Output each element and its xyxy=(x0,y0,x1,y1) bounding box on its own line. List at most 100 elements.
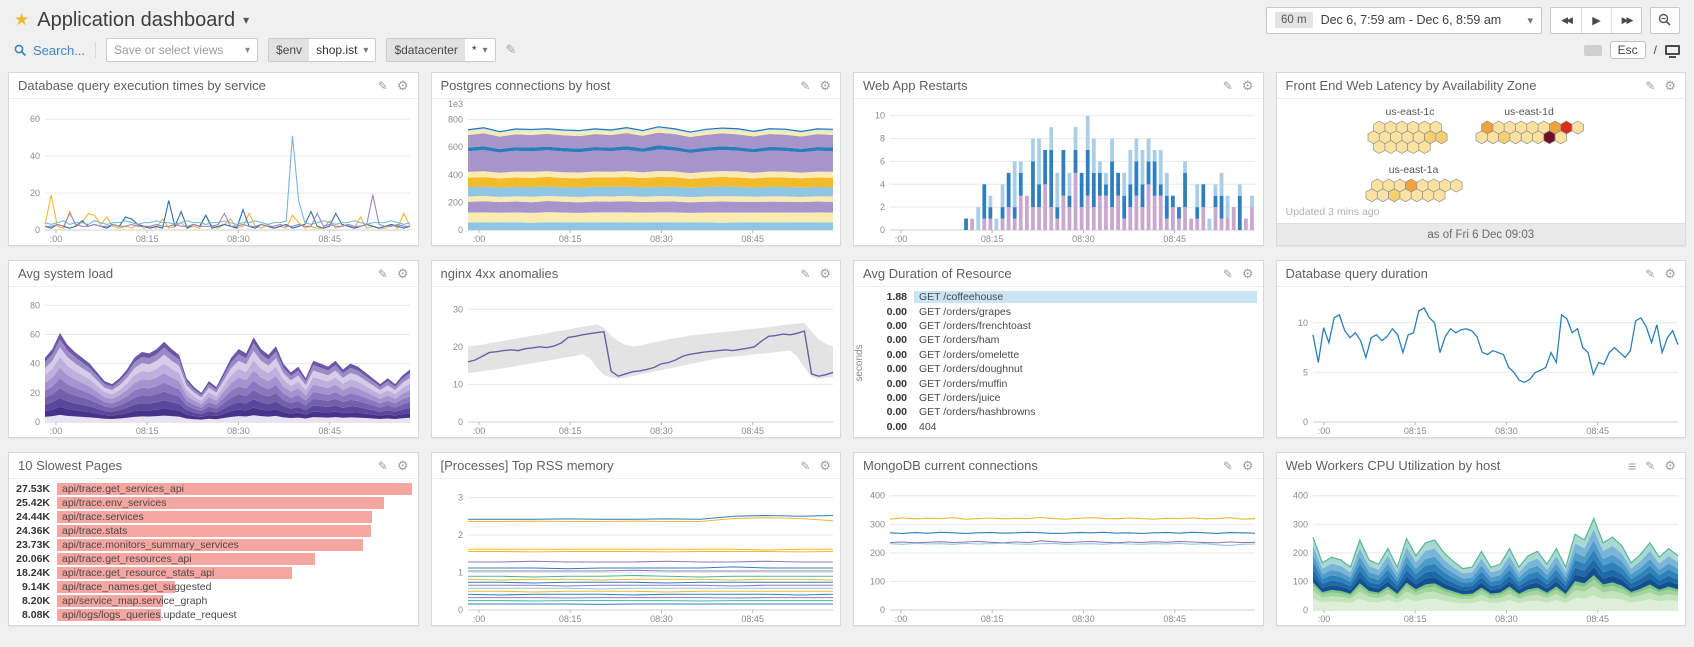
forward-button[interactable]: ▶▶ xyxy=(1611,7,1641,33)
chart-avg-system-load[interactable]: 0 20 40 60 80:00 08:15 08:30 08:45 xyxy=(9,288,418,437)
chevron-down-icon[interactable]: ▾ xyxy=(243,13,250,27)
zoom-out-button[interactable] xyxy=(1650,6,1680,34)
gear-icon[interactable]: ⚙ xyxy=(819,458,831,473)
edit-icon[interactable]: ✎ xyxy=(377,266,388,281)
gear-icon[interactable]: ⚙ xyxy=(1664,266,1676,281)
host-hexagon[interactable] xyxy=(1542,130,1555,145)
gear-icon[interactable]: ⚙ xyxy=(1241,458,1254,473)
chart-db-query-duration[interactable]: 0 5 10:00 08:15 08:30 08:45 xyxy=(1277,288,1686,437)
host-hexagon[interactable] xyxy=(1421,188,1434,203)
toplist-row[interactable]: 0.00 GET /orders/omelette xyxy=(868,348,1257,362)
gear-icon[interactable]: ⚙ xyxy=(1241,78,1254,93)
host-hexagon[interactable] xyxy=(1399,188,1412,203)
time-range-selector[interactable]: 60 m Dec 6, 7:59 am - Dec 6, 8:59 am ▾ xyxy=(1266,6,1542,34)
toplist-row[interactable]: 0.00 GET /orders/doughnut xyxy=(868,362,1257,376)
gear-icon[interactable]: ⚙ xyxy=(396,266,409,281)
rewind-button[interactable]: ◀◀ xyxy=(1561,14,1573,25)
toplist-row[interactable]: 24.36K api/trace.stats xyxy=(11,524,412,538)
toplist-row[interactable]: 0.00 GET /orders/hashbrowns xyxy=(868,405,1257,419)
hex-cluster-us-east-1d[interactable]: us-east-1d xyxy=(1473,106,1586,150)
chart-web-workers-cpu[interactable]: 0 100 200 300 400:00 08:15 08:30 08:45 xyxy=(1277,480,1686,625)
gear-icon[interactable]: ⚙ xyxy=(1664,78,1676,93)
host-hexagon[interactable] xyxy=(1384,140,1397,154)
template-var-datacenter[interactable]: $datacenter * ▾ xyxy=(386,38,496,62)
edit-icon[interactable]: ✎ xyxy=(377,78,388,93)
host-hexagon[interactable] xyxy=(1475,130,1488,145)
host-hexagon[interactable] xyxy=(1434,130,1447,145)
host-hexagon[interactable] xyxy=(1531,130,1544,145)
host-hexagon[interactable] xyxy=(1365,188,1378,203)
svg-text:30: 30 xyxy=(452,304,462,314)
toplist-row[interactable]: 1.88 GET /coffeehouse xyxy=(868,290,1257,304)
gear-icon[interactable]: ⚙ xyxy=(396,78,409,93)
toplist-row[interactable]: 9.14K api/trace_names.get_suggested xyxy=(11,580,412,594)
toplist-row[interactable]: 0.00 GET /orders/grapes xyxy=(868,304,1257,318)
toplist-label: GET /orders/juice xyxy=(919,392,1001,405)
toplist-row[interactable]: 27.53K api/trace.get_services_api xyxy=(11,482,412,496)
host-hexagon[interactable] xyxy=(1387,188,1400,203)
host-hexagon[interactable] xyxy=(1406,140,1419,154)
toplist-avg-duration-resource[interactable]: seconds 1.88 GET /coffeehouse 0.00 GET /orde… xyxy=(854,288,1263,437)
host-hexagon[interactable] xyxy=(1376,188,1389,203)
chart-processes-top-rss[interactable]: 0 1 2 3:00 08:15 08:30 08:45 xyxy=(432,480,841,625)
chart-postgres-connections[interactable]: 0 200 400 600 800 1e3:00 08:15 08:30 08:45 xyxy=(432,100,841,245)
toplist-row[interactable]: 25.42K api/trace.env_services xyxy=(11,496,412,510)
toplist-row[interactable]: 0.00 GET /orders/frenchtoast xyxy=(868,319,1257,333)
edit-icon[interactable]: ✎ xyxy=(1222,78,1233,93)
hex-cluster-us-east-1a[interactable]: us-east-1a xyxy=(1363,164,1465,208)
edit-variables-icon[interactable]: ✎ xyxy=(505,42,517,57)
chart-web-app-restarts[interactable]: 0 2 4 6 8 10:00 08:15 08:30 08:45 xyxy=(854,100,1263,245)
gear-icon[interactable]: ⚙ xyxy=(819,78,831,93)
edit-icon[interactable]: ✎ xyxy=(377,458,388,473)
host-hexagon[interactable] xyxy=(1486,130,1499,145)
host-hexagon[interactable] xyxy=(1417,140,1431,154)
views-select[interactable]: Save or select views ▾ xyxy=(106,38,259,62)
edit-icon[interactable]: ✎ xyxy=(1645,458,1656,473)
host-hexagon[interactable] xyxy=(1554,130,1567,145)
chart-nginx-4xx-anomalies[interactable]: 0 10 20 30:00 08:15 08:30 08:45 xyxy=(432,288,841,437)
svg-text:200: 200 xyxy=(870,548,885,558)
toplist-row[interactable]: 0.00 404 xyxy=(868,420,1257,434)
host-hexagon[interactable] xyxy=(1372,140,1385,154)
chart-mongodb-connections[interactable]: 0 100 200 300 400:00 08:15 08:30 08:45 xyxy=(854,480,1263,625)
svg-text:20: 20 xyxy=(452,342,462,352)
toplist-row[interactable]: 8.08K api/logs/logs_queries.update_reques… xyxy=(11,608,412,622)
toplist-row[interactable]: 0.00 GET /orders/juice xyxy=(868,391,1257,405)
list-icon[interactable]: ≡ xyxy=(1628,457,1637,474)
edit-icon[interactable]: ✎ xyxy=(1222,458,1233,473)
fullscreen-monitor-icon[interactable] xyxy=(1665,45,1680,58)
gear-icon[interactable]: ⚙ xyxy=(1664,458,1676,473)
edit-icon[interactable]: ✎ xyxy=(800,266,811,281)
host-hexagon[interactable] xyxy=(1520,130,1533,145)
edit-icon[interactable]: ✎ xyxy=(1222,266,1233,281)
search-control[interactable]: Search... xyxy=(14,43,85,58)
template-var-env[interactable]: $env shop.ist ▾ xyxy=(268,38,377,62)
gear-icon[interactable]: ⚙ xyxy=(819,266,831,281)
toplist-slowest-pages[interactable]: 27.53K api/trace.get_services_api 25.42K ap… xyxy=(9,480,418,625)
chart-db-query-exec-times[interactable]: 0 20 40 60:00 08:15 08:30 08:45 xyxy=(9,100,418,245)
toplist-row[interactable]: 0.00 GET /orders/muffin xyxy=(868,376,1257,390)
host-hexagon[interactable] xyxy=(1432,188,1445,203)
toplist-row[interactable]: 0.00 GET /orders/ham xyxy=(868,333,1257,347)
toplist-row[interactable]: 8.20K api/service_map.service_graph xyxy=(11,594,412,608)
gear-icon[interactable]: ⚙ xyxy=(396,458,409,473)
play-button[interactable]: ▶ xyxy=(1581,7,1611,33)
toplist-row[interactable]: 18.24K api/trace.get_resource_stats_api xyxy=(11,566,412,580)
host-hexagon[interactable] xyxy=(1410,188,1423,203)
toplist-row[interactable]: 20.06K api/trace.get_resources_api xyxy=(11,552,412,566)
host-hexagon[interactable] xyxy=(1497,130,1510,145)
edit-icon[interactable]: ✎ xyxy=(800,458,811,473)
toplist-row[interactable]: 24.44K api/trace.services xyxy=(11,510,412,524)
hex-cluster-us-east-1c[interactable]: us-east-1c xyxy=(1365,106,1456,160)
hostmap-front-end-latency[interactable]: us-east-1c us-east-1d us-east-1a xyxy=(1277,100,1686,223)
host-hexagon[interactable] xyxy=(1571,120,1584,135)
edit-icon[interactable]: ✎ xyxy=(1645,266,1656,281)
edit-icon[interactable]: ✎ xyxy=(800,78,811,93)
host-hexagon[interactable] xyxy=(1449,178,1462,193)
host-hexagon[interactable] xyxy=(1509,130,1522,145)
gear-icon[interactable]: ⚙ xyxy=(1241,266,1254,281)
favorite-star-icon[interactable]: ★ xyxy=(14,10,30,29)
toplist-row[interactable]: 23.73K api/trace.monitors_summary_service… xyxy=(11,538,412,552)
host-hexagon[interactable] xyxy=(1395,140,1408,154)
edit-icon[interactable]: ✎ xyxy=(1645,78,1656,93)
